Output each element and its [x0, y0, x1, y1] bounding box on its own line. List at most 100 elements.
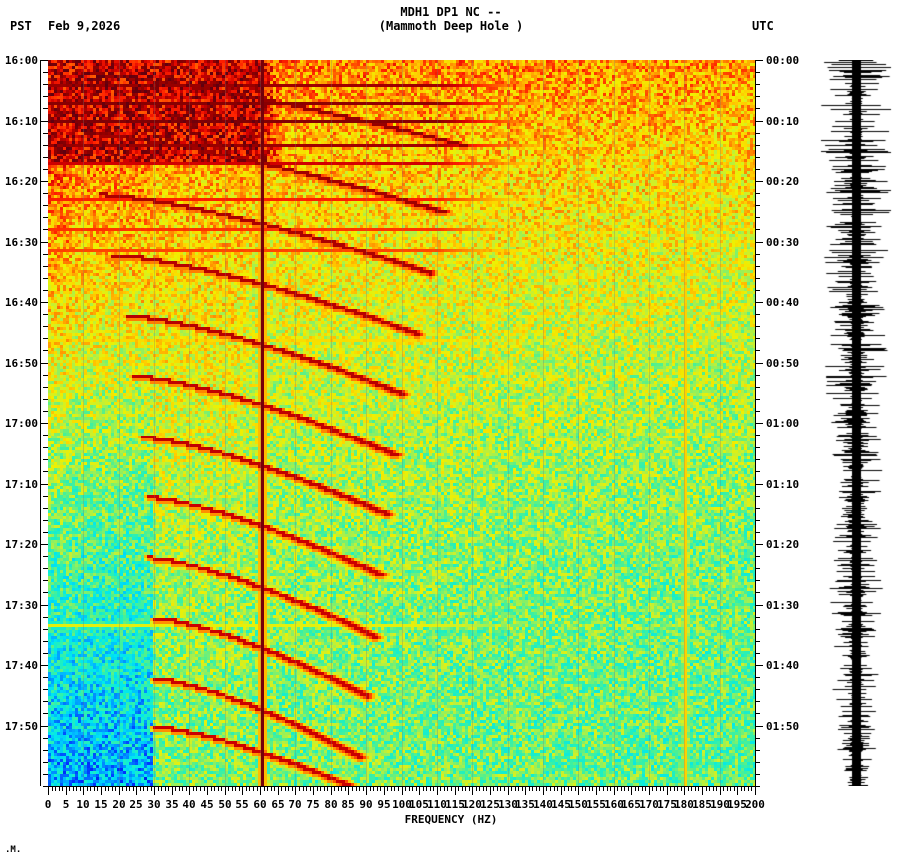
time-tick-minor	[43, 556, 48, 557]
time-tick-minor	[755, 96, 760, 97]
time-tick-minor	[755, 471, 760, 472]
time-tick-major	[40, 484, 48, 485]
freq-tick-minor	[479, 786, 480, 791]
freq-label: 35	[165, 798, 179, 811]
freq-tick-major	[402, 786, 403, 795]
freq-tick-minor	[751, 786, 752, 791]
freq-tick-minor	[165, 786, 166, 791]
time-tick-minor	[43, 133, 48, 134]
time-tick-major	[40, 665, 48, 666]
time-tick-minor	[43, 762, 48, 763]
freq-tick-minor	[663, 786, 664, 791]
freq-tick-major	[366, 786, 367, 795]
freq-tick-major	[331, 786, 332, 795]
time-label-utc: 01:30	[766, 599, 800, 612]
freq-label: 110	[427, 798, 447, 811]
freq-tick-minor	[575, 786, 576, 791]
freq-tick-major	[437, 786, 438, 795]
freq-tick-minor	[228, 786, 229, 791]
freq-tick-minor	[327, 786, 328, 791]
freq-tick-minor	[324, 786, 325, 791]
station-title-line2: (Mammoth Deep Hole )	[378, 19, 524, 33]
time-tick-major	[40, 605, 48, 606]
freq-tick-minor	[589, 786, 590, 791]
freq-label: 65	[271, 798, 285, 811]
freq-tick-minor	[674, 786, 675, 791]
freq-tick-minor	[73, 786, 74, 791]
freq-label: 125	[480, 798, 500, 811]
freq-tick-minor	[179, 786, 180, 791]
freq-tick-minor	[204, 786, 205, 791]
freq-tick-major	[561, 786, 562, 795]
time-tick-major	[40, 60, 48, 61]
time-tick-minor	[755, 266, 760, 267]
time-tick-minor	[43, 689, 48, 690]
freq-label: 155	[586, 798, 606, 811]
time-tick-minor	[755, 750, 760, 751]
time-label-pst: 16:40	[4, 296, 38, 309]
time-tick-minor	[755, 254, 760, 255]
freq-label: 145	[551, 798, 571, 811]
freq-tick-minor	[624, 786, 625, 791]
freq-tick-minor	[249, 786, 250, 791]
freq-label: 150	[568, 798, 588, 811]
freq-tick-major	[508, 786, 509, 795]
freq-tick-minor	[341, 786, 342, 791]
freq-label: 55	[235, 798, 249, 811]
time-tick-minor	[755, 84, 760, 85]
spectrogram-canvas[interactable]	[48, 60, 755, 786]
freq-label: 95	[377, 798, 391, 811]
time-tick-minor	[755, 435, 760, 436]
freq-tick-minor	[398, 786, 399, 791]
freq-tick-minor	[628, 786, 629, 791]
freq-label: 80	[324, 798, 338, 811]
time-tick-minor	[755, 411, 760, 412]
freq-tick-minor	[677, 786, 678, 791]
freq-tick-major	[101, 786, 102, 795]
freq-label: 200	[745, 798, 765, 811]
freq-tick-minor	[391, 786, 392, 791]
freq-label: 180	[674, 798, 694, 811]
freq-label: 25	[129, 798, 143, 811]
freq-tick-minor	[617, 786, 618, 791]
freq-tick-minor	[126, 786, 127, 791]
freq-tick-minor	[267, 786, 268, 791]
time-tick-minor	[43, 508, 48, 509]
freq-tick-minor	[214, 786, 215, 791]
freq-tick-minor	[345, 786, 346, 791]
time-tick-minor	[755, 774, 760, 775]
freq-tick-major	[419, 786, 420, 795]
time-label-pst: 16:30	[4, 236, 38, 249]
spectrogram-plot[interactable]	[48, 60, 755, 786]
freq-label: 75	[306, 798, 320, 811]
freq-label: 40	[182, 798, 196, 811]
freq-tick-minor	[458, 786, 459, 791]
timezone-label-right: UTC	[752, 19, 774, 33]
axis-spine-right	[755, 60, 756, 786]
time-label-utc: 00:20	[766, 175, 800, 188]
freq-tick-minor	[161, 786, 162, 791]
freq-tick-minor	[741, 786, 742, 791]
freq-tick-minor	[504, 786, 505, 791]
freq-label: 5	[62, 798, 70, 811]
time-tick-minor	[43, 169, 48, 170]
time-tick-minor	[43, 326, 48, 327]
time-tick-minor	[755, 653, 760, 654]
time-label-utc: 01:00	[766, 417, 800, 430]
freq-tick-minor	[292, 786, 293, 791]
freq-tick-major	[755, 786, 756, 795]
freq-tick-minor	[695, 786, 696, 791]
time-tick-minor	[755, 145, 760, 146]
time-tick-major	[755, 60, 763, 61]
station-title-line1: MDH1 DP1 NC --	[400, 5, 502, 19]
time-label-pst: 16:00	[4, 54, 38, 67]
time-tick-major	[755, 121, 763, 122]
freq-label: 30	[147, 798, 161, 811]
freq-tick-minor	[80, 786, 81, 791]
time-tick-minor	[43, 145, 48, 146]
time-tick-minor	[755, 375, 760, 376]
time-tick-minor	[43, 157, 48, 158]
freq-tick-minor	[691, 786, 692, 791]
freq-tick-minor	[59, 786, 60, 791]
time-label-utc: 01:10	[766, 478, 800, 491]
